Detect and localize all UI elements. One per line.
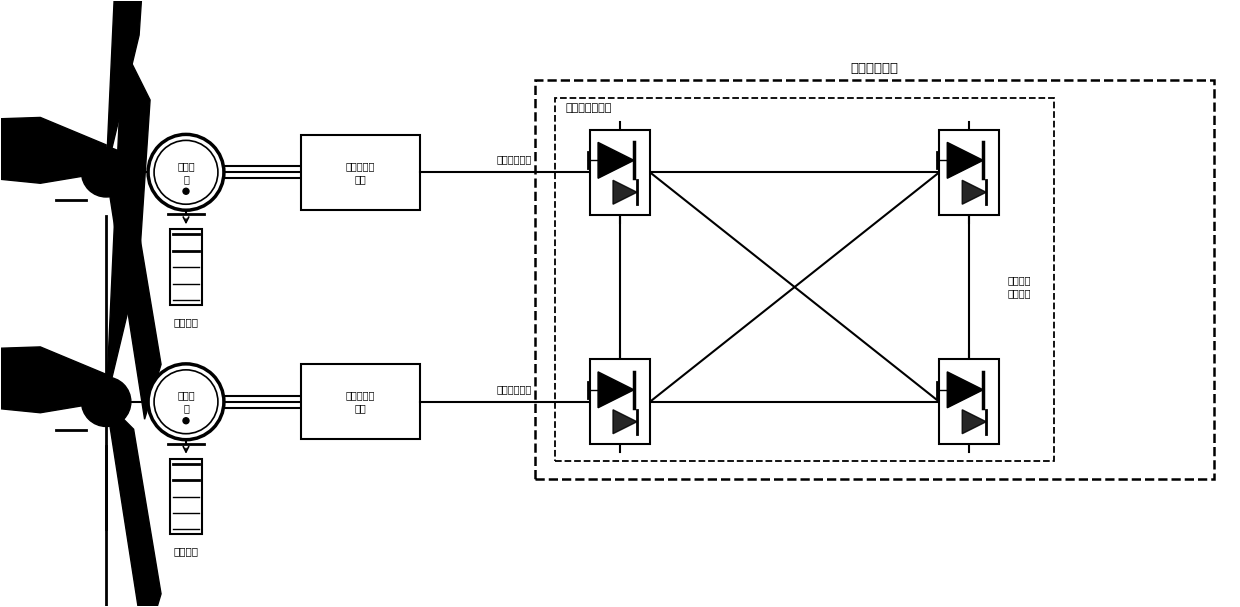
Polygon shape xyxy=(107,402,161,607)
Circle shape xyxy=(82,148,131,197)
Text: 风电场汇集
系统: 风电场汇集 系统 xyxy=(346,390,376,413)
Text: 风电场送出线: 风电场送出线 xyxy=(496,384,532,394)
Bar xyxy=(301,135,420,209)
Polygon shape xyxy=(613,180,637,204)
Bar xyxy=(301,364,420,439)
Polygon shape xyxy=(947,143,983,178)
Polygon shape xyxy=(107,172,161,419)
Polygon shape xyxy=(0,347,107,413)
Circle shape xyxy=(82,377,131,427)
Text: 风: 风 xyxy=(25,165,33,180)
Bar xyxy=(590,130,650,215)
Polygon shape xyxy=(598,372,634,408)
Text: 柔性直流
输电线路: 柔性直流 输电线路 xyxy=(1007,276,1030,299)
Polygon shape xyxy=(0,117,107,183)
Bar xyxy=(590,359,650,444)
Bar xyxy=(536,80,1214,479)
Polygon shape xyxy=(613,410,637,433)
Polygon shape xyxy=(598,143,634,178)
Circle shape xyxy=(148,134,224,210)
Circle shape xyxy=(154,140,218,204)
Text: 柔性直流电网: 柔性直流电网 xyxy=(851,62,899,75)
Bar xyxy=(170,229,202,305)
Text: 超级电容: 超级电容 xyxy=(174,317,198,327)
Polygon shape xyxy=(107,45,150,402)
Circle shape xyxy=(154,370,218,433)
Text: 风: 风 xyxy=(25,395,33,409)
Text: 风电机
组: 风电机 组 xyxy=(177,161,195,184)
Text: 风电场汇集
系统: 风电场汇集 系统 xyxy=(346,161,376,184)
Bar xyxy=(170,459,202,535)
Bar xyxy=(939,130,999,215)
Text: 风电机
组: 风电机 组 xyxy=(177,390,195,413)
Circle shape xyxy=(184,418,188,424)
Polygon shape xyxy=(962,180,986,204)
Circle shape xyxy=(184,188,188,194)
Bar xyxy=(939,359,999,444)
Polygon shape xyxy=(962,410,986,433)
Text: 柔性直流换流站: 柔性直流换流站 xyxy=(565,103,611,113)
Polygon shape xyxy=(107,0,150,172)
Bar xyxy=(556,98,1054,461)
Polygon shape xyxy=(947,372,983,408)
Text: 超级电容: 超级电容 xyxy=(174,546,198,557)
Circle shape xyxy=(148,364,224,439)
Text: 风电场送出线: 风电场送出线 xyxy=(496,154,532,164)
